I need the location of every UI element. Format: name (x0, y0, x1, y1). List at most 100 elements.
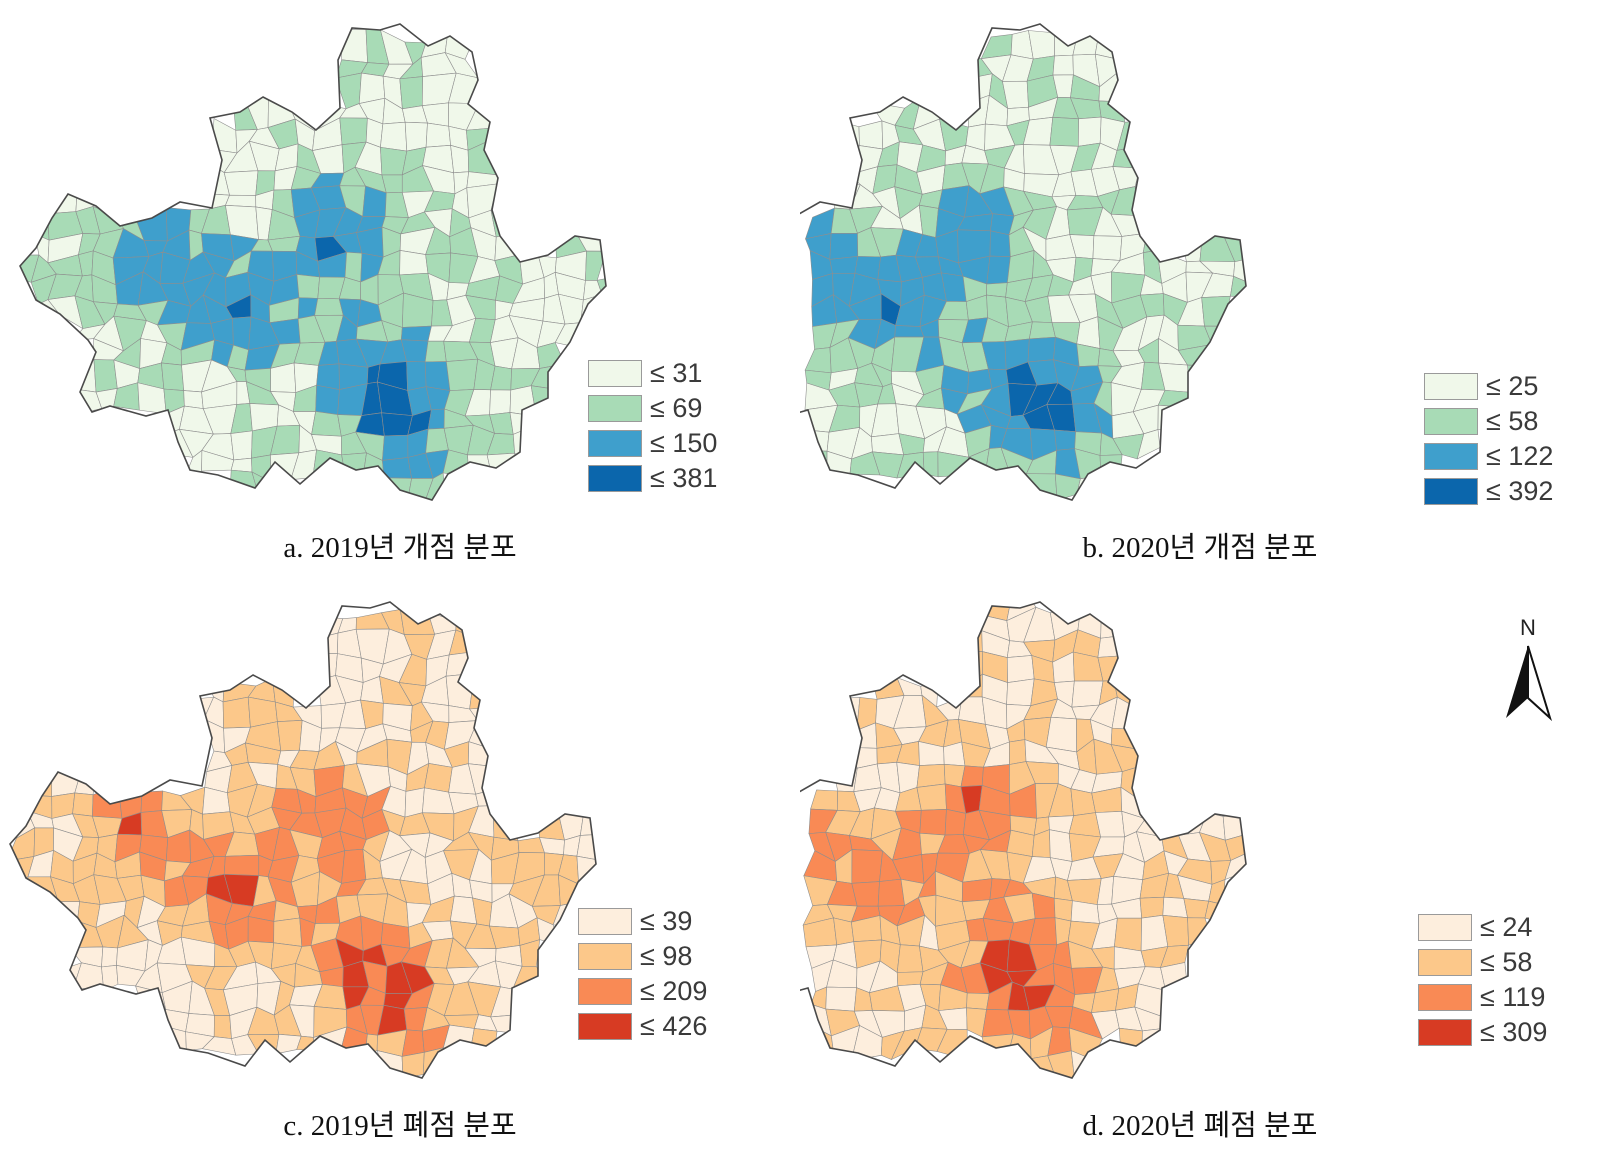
legend-label: ≤ 58 (1480, 947, 1533, 977)
legend-item: ≤ 69 (588, 391, 717, 426)
legend-item: ≤ 31 (588, 356, 717, 391)
legend-swatch (578, 908, 632, 935)
district-area (315, 384, 340, 415)
legend-item: ≤ 426 (578, 1009, 707, 1044)
district-area (803, 429, 830, 452)
district-area (222, 696, 251, 729)
legend-label: ≤ 309 (1480, 1017, 1548, 1047)
district-area (810, 789, 839, 811)
district-area (1070, 900, 1100, 924)
district-area (1092, 235, 1123, 261)
legend-label: ≤ 24 (1480, 912, 1533, 942)
district-area (530, 385, 563, 417)
legend-item: ≤ 381 (588, 461, 717, 496)
district-area (1054, 429, 1076, 451)
legend-swatch (1418, 1019, 1472, 1046)
legend-swatch (578, 978, 632, 1005)
district-area (1045, 716, 1077, 753)
legend-label: ≤ 39 (640, 906, 693, 936)
district-area (960, 765, 984, 788)
district-area (1139, 896, 1165, 919)
legend-item: ≤ 58 (1418, 945, 1547, 980)
district-area (1076, 475, 1102, 500)
district-area (896, 944, 924, 973)
district-area (853, 763, 882, 793)
district-area (341, 848, 367, 884)
legend-item: ≤ 150 (588, 426, 717, 461)
district-area (922, 451, 939, 478)
district-area (576, 834, 596, 861)
district-area (275, 1033, 302, 1055)
district-area (400, 325, 432, 342)
legend-swatch (578, 1013, 632, 1040)
district-area (47, 183, 78, 215)
district-area (858, 120, 884, 150)
district-area (69, 359, 97, 393)
district-area (314, 298, 344, 316)
district-area (277, 719, 303, 752)
district-area (1078, 116, 1102, 147)
district-area (72, 792, 94, 817)
map-panel-2019-openings: ≤ 31 ≤ 69 ≤ 150 ≤ 381 a. 2019년 개점 분포 (0, 0, 800, 578)
city-boundary (19, 23, 607, 501)
district-area (469, 672, 499, 710)
district-area (450, 144, 470, 174)
district-area (916, 763, 946, 788)
district-area (509, 412, 537, 435)
legend-item: ≤ 209 (578, 974, 707, 1009)
district-area (986, 282, 1008, 298)
district-area (270, 362, 297, 393)
district-area (1071, 680, 1104, 708)
choropleth-map-b (800, 23, 1247, 501)
district-area (341, 452, 367, 484)
district-area (497, 165, 518, 190)
map-caption: a. 2019년 개점 분포 (283, 532, 517, 564)
district-area (966, 992, 990, 1010)
legend-swatch (1424, 408, 1478, 435)
district-area (380, 121, 408, 152)
city-boundary (9, 601, 597, 1079)
legend-label: ≤ 426 (640, 1011, 708, 1041)
district-area (918, 204, 939, 238)
district-area (1162, 896, 1188, 919)
legend-item: ≤ 119 (1418, 980, 1547, 1015)
district-area (339, 117, 368, 146)
district-area (424, 763, 453, 793)
city-boundary (800, 23, 1247, 501)
legend-label: ≤ 209 (640, 976, 708, 1006)
district-area (1026, 473, 1058, 500)
district-area (1181, 229, 1204, 263)
district-area (183, 390, 204, 409)
district-area (213, 1015, 232, 1039)
map-panel-2020-openings: ≤ 25 ≤ 58 ≤ 122 ≤ 392 b. 2020년 개점 분포 (800, 0, 1600, 578)
district-area (489, 389, 512, 416)
district-area (33, 762, 53, 797)
legend-item: ≤ 309 (1418, 1015, 1547, 1050)
legend-item: ≤ 392 (1424, 474, 1553, 509)
district-area (1204, 900, 1227, 925)
legend-swatch (1418, 984, 1472, 1011)
district-area (93, 359, 118, 393)
district-area (223, 170, 259, 196)
legend-swatch (1424, 478, 1478, 505)
district-area (273, 917, 303, 947)
district-area (877, 878, 905, 907)
legend-a: ≤ 31 ≤ 69 ≤ 150 ≤ 381 (588, 356, 717, 496)
district-area (851, 849, 883, 884)
legend-d: ≤ 24 ≤ 58 ≤ 119 ≤ 309 (1418, 910, 1547, 1050)
district-area (1141, 1028, 1168, 1054)
legend-item: ≤ 24 (1418, 910, 1547, 945)
district-area (961, 878, 993, 903)
district-area (871, 433, 905, 456)
district-area (814, 450, 828, 481)
district-area (828, 118, 860, 146)
district-area (833, 917, 855, 946)
district-area (296, 274, 320, 299)
district-area (230, 430, 253, 461)
choropleth-map-a (19, 23, 607, 501)
district-area (596, 274, 606, 296)
legend-c: ≤ 39 ≤ 98 ≤ 209 ≤ 426 (578, 904, 707, 1044)
district-area (989, 230, 1011, 258)
map-caption: b. 2020년 개점 분포 (1082, 532, 1318, 564)
map-caption: c. 2019년 폐점 분포 (283, 1110, 517, 1142)
